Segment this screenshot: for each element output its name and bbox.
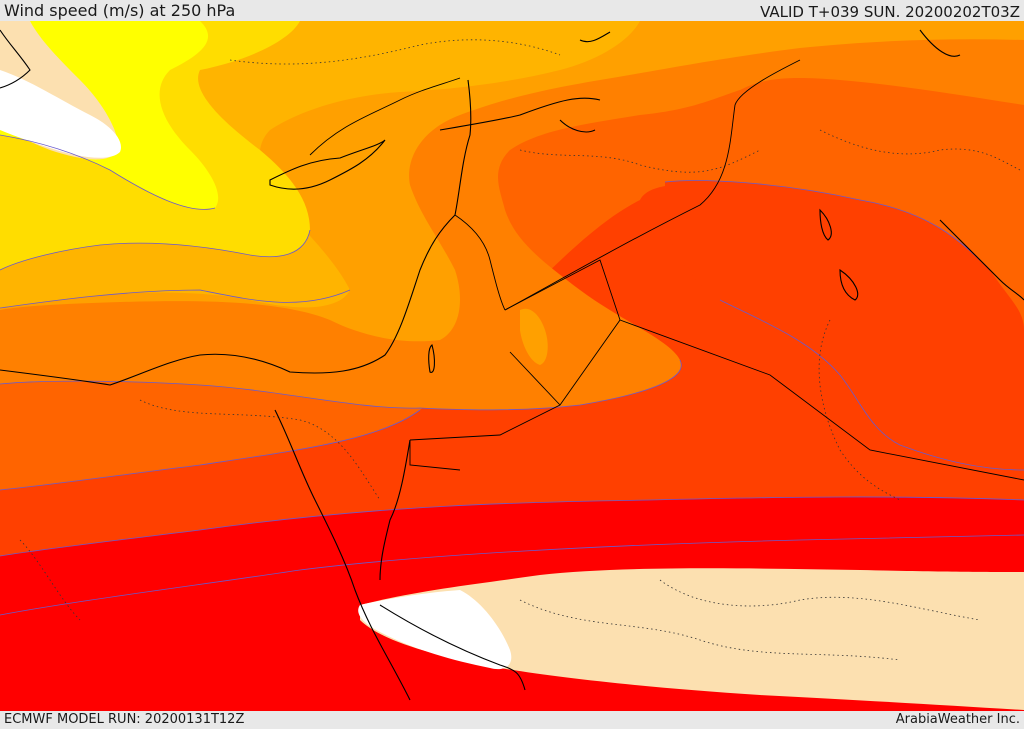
band-core-jet	[358, 590, 512, 670]
political-borders	[309, 59, 1024, 481]
band-orange-blob	[520, 308, 548, 365]
wind-speed-map-svg	[0, 21, 1024, 711]
dotted-borders	[19, 39, 1021, 661]
weather-map	[0, 21, 1024, 711]
band-orange-red-east	[665, 180, 1024, 471]
valid-time: VALID T+039 SUN. 20200202T03Z	[760, 3, 1020, 21]
map-title: Wind speed (m/s) at 250 hPa	[4, 1, 236, 20]
isotach-contours	[0, 134, 1024, 616]
header-bar: Wind speed (m/s) at 250 hPa VALID T+039 …	[0, 0, 1024, 21]
credit-label: ArabiaWeather Inc.	[895, 712, 1020, 727]
footer-bar: ECMWF MODEL RUN: 20200131T12Z ArabiaWeat…	[0, 711, 1024, 729]
model-run: ECMWF MODEL RUN: 20200131T12Z	[4, 712, 245, 727]
band-core-nw	[0, 70, 121, 158]
coastlines	[0, 29, 1024, 701]
band-lowest-jet	[360, 568, 1024, 710]
